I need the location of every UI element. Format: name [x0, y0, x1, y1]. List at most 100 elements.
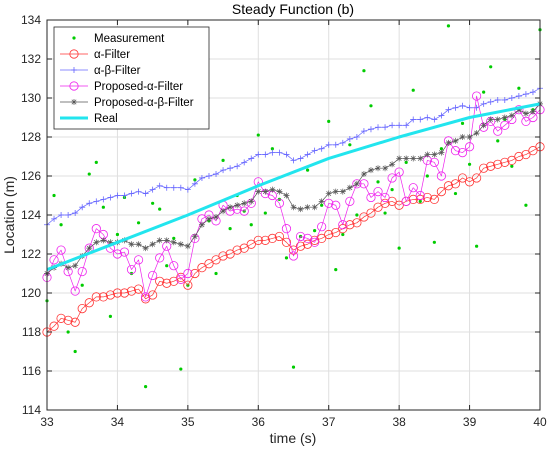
data-point	[302, 233, 313, 243]
data-point	[403, 122, 410, 129]
data-point	[367, 167, 374, 174]
data-point	[295, 231, 306, 242]
data-point	[373, 187, 383, 197]
data-point	[183, 280, 193, 290]
data-point	[158, 207, 162, 211]
data-point	[93, 198, 100, 205]
data-point	[529, 89, 536, 96]
data-point	[424, 151, 431, 158]
data-point	[234, 163, 241, 170]
data-point	[457, 148, 468, 158]
x-tick-label: 34	[111, 415, 125, 429]
data-point	[276, 149, 283, 156]
data-point	[339, 188, 346, 195]
series-real	[46, 102, 541, 271]
legend: Measurement α-Filter α-β-Filter Proposed-α-…	[53, 26, 210, 130]
data-point	[501, 114, 508, 121]
data-point	[262, 151, 269, 158]
data-point	[149, 241, 156, 248]
data-point	[375, 124, 382, 131]
data-point	[283, 151, 290, 158]
data-point	[450, 179, 461, 189]
data-point	[141, 294, 151, 304]
data-point	[108, 314, 112, 318]
y-tick-label: 114	[22, 403, 41, 417]
data-point	[274, 231, 285, 242]
data-point	[80, 283, 84, 287]
legend-entry-alpha-beta-filter: α-β-Filter	[60, 65, 141, 77]
data-point	[169, 261, 179, 271]
data-point	[424, 114, 431, 121]
legend-swatch	[72, 36, 76, 40]
data-point	[480, 122, 487, 129]
data-point	[515, 106, 522, 113]
data-point	[311, 204, 318, 211]
data-point	[269, 186, 276, 193]
data-point	[332, 188, 339, 195]
y-axis-label: Location (m)	[1, 176, 17, 254]
legend-entry-alpha-filter: α-Filter	[60, 49, 130, 61]
data-point	[517, 86, 521, 90]
data-point	[355, 213, 359, 217]
data-point	[348, 143, 352, 147]
data-point	[332, 141, 339, 148]
data-point	[155, 253, 165, 263]
data-point	[522, 91, 529, 98]
data-point	[239, 206, 249, 216]
data-point	[297, 155, 304, 162]
data-point	[515, 93, 522, 100]
data-point	[270, 147, 274, 151]
data-point	[459, 134, 466, 140]
data-point	[142, 190, 149, 197]
data-point	[529, 108, 536, 115]
data-point	[439, 147, 443, 151]
data-point	[79, 204, 86, 211]
data-point	[126, 264, 137, 275]
data-point	[56, 313, 66, 323]
data-point	[472, 91, 482, 101]
data-point	[366, 208, 376, 218]
data-point	[479, 163, 489, 173]
data-point	[256, 133, 260, 137]
data-point	[198, 221, 205, 228]
y-tick-label: 124	[21, 208, 41, 222]
legend-label: Measurement	[94, 33, 165, 45]
data-point	[387, 196, 397, 206]
data-point	[49, 321, 59, 331]
data-point	[288, 251, 299, 261]
data-point	[184, 243, 191, 250]
data-point	[473, 104, 480, 111]
data-point	[429, 194, 439, 204]
legend-swatch	[69, 81, 79, 91]
data-point	[452, 104, 459, 111]
data-point	[135, 188, 142, 195]
data-point	[305, 168, 310, 172]
data-point	[522, 110, 529, 117]
data-point	[156, 237, 163, 244]
series-measurement	[45, 24, 542, 389]
y-tick-label: 128	[21, 130, 41, 144]
data-point	[205, 173, 212, 179]
data-point	[466, 134, 473, 140]
data-point	[191, 180, 198, 187]
data-point	[255, 151, 262, 158]
data-point	[472, 173, 482, 183]
data-point	[460, 121, 465, 125]
data-point	[163, 237, 170, 244]
data-point	[352, 218, 362, 228]
y-tick-label: 132	[21, 52, 41, 66]
data-point	[112, 288, 123, 298]
data-point	[417, 155, 424, 162]
data-point	[436, 171, 446, 181]
data-point	[51, 215, 58, 222]
data-point	[466, 104, 473, 111]
data-point	[249, 223, 253, 227]
data-point	[382, 124, 389, 131]
data-point	[396, 155, 403, 162]
data-point	[86, 245, 93, 252]
data-point	[432, 240, 436, 244]
y-tick-label: 118	[22, 325, 41, 339]
data-point	[72, 210, 79, 217]
data-point	[246, 239, 256, 249]
x-tick-label: 40	[533, 415, 547, 429]
